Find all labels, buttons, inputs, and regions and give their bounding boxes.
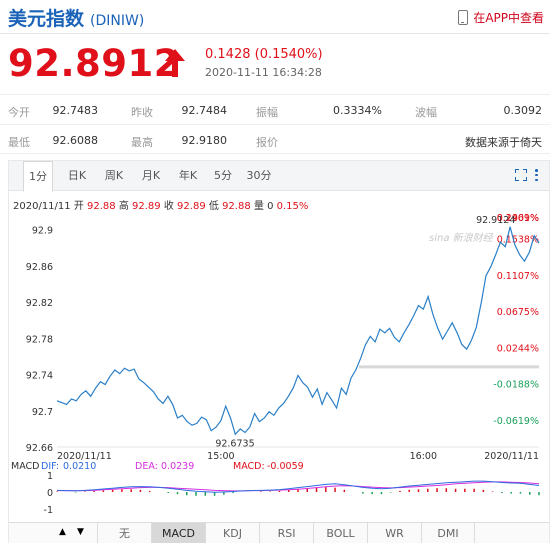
info-vol-label: 量 bbox=[253, 201, 264, 212]
pct-tick-label: 0.0244% bbox=[497, 343, 539, 354]
tab-5min[interactable]: 5分 bbox=[214, 169, 232, 182]
chart-panel: 1分 日K 周K 月K 年K 5分 30分 2020/11/11 开 92.88… bbox=[8, 160, 550, 543]
triangle-down-icon[interactable]: ▼ bbox=[77, 527, 84, 537]
bar-info-line: 2020/11/11 开 92.88 高 92.89 收 92.89 低 92.… bbox=[13, 197, 308, 212]
tab-monthly[interactable]: 月K bbox=[141, 169, 161, 182]
index-title: 美元指数 (DINIW) bbox=[8, 4, 144, 31]
prev-close-value: 92.7484 bbox=[181, 104, 228, 117]
indicator-bar: ▲ ▼ 无 MACD KDJ RSI BOLL WR DMI bbox=[9, 522, 549, 543]
price-change: 0.1428 (0.1540%) bbox=[205, 47, 323, 62]
dif-value: 0.0210 bbox=[63, 461, 96, 472]
open-in-app-link[interactable]: 在APP中查看 bbox=[458, 9, 544, 26]
y-tick-label: 92.9 bbox=[32, 226, 53, 237]
current-price: 92.8912 bbox=[8, 42, 181, 85]
x-tick-label: 15:00 bbox=[207, 451, 234, 462]
dea-label: DEA: bbox=[135, 461, 158, 472]
pct-tick-label: 0.1969% bbox=[497, 213, 539, 224]
period-tabs: 1分 日K 周K 月K 年K 5分 30分 bbox=[9, 161, 549, 192]
price-line bbox=[56, 226, 540, 436]
tab-daily[interactable]: 日K bbox=[67, 169, 87, 182]
up-arrow-icon bbox=[165, 49, 185, 77]
high-value: 92.9180 bbox=[181, 134, 228, 147]
y-tick-label: 92.86 bbox=[26, 262, 53, 273]
macd-label: MACD bbox=[11, 461, 39, 472]
pct-tick-label: 0.2401% bbox=[497, 213, 539, 224]
macd-value: -0.0059 bbox=[267, 461, 304, 472]
pct-tick-label: 0.1538% bbox=[497, 235, 539, 246]
open-label: 今开 bbox=[8, 106, 30, 119]
tab-1min[interactable]: 1分 bbox=[23, 161, 53, 192]
low-value: 92.6088 bbox=[52, 134, 99, 147]
pct-tick-label: -0.0619% bbox=[493, 416, 539, 427]
info-open-label: 开 bbox=[73, 201, 84, 212]
amplitude-label: 振幅 bbox=[256, 106, 278, 119]
info-open: 92.88 bbox=[87, 201, 116, 212]
info-low-label: 低 bbox=[208, 201, 219, 212]
pct-tick-label: -0.0188% bbox=[493, 380, 539, 391]
y-tick-label: 92.74 bbox=[26, 371, 53, 382]
info-high: 92.89 bbox=[132, 201, 161, 212]
indicator-tab-wr[interactable]: WR bbox=[367, 523, 421, 543]
stats-row: 今开 92.7483 昨收 92.7484 振幅 0.3334% 波幅 0.30… bbox=[0, 94, 550, 124]
dea-value: 0.0239 bbox=[161, 461, 194, 472]
watermark-text: sina 新浪财经 bbox=[429, 232, 494, 244]
info-date: 2020/11/11 bbox=[13, 201, 71, 212]
index-code: (DINIW) bbox=[90, 13, 145, 29]
pct-tick-label: 0.1107% bbox=[497, 271, 539, 282]
macd-y-tick: 1 bbox=[47, 471, 53, 482]
open-in-app-label: 在APP中查看 bbox=[473, 11, 544, 25]
pct-tick-label: 0.0675% bbox=[497, 307, 539, 318]
indicator-tab-dmi[interactable]: DMI bbox=[421, 523, 475, 543]
chart-tools bbox=[515, 169, 539, 181]
indicator-tab-kdj[interactable]: KDJ bbox=[205, 523, 259, 543]
macd-y-tick: 0 bbox=[47, 488, 53, 499]
dea-line bbox=[57, 481, 540, 492]
high-annotation: 92.9124 bbox=[476, 215, 515, 226]
quote-header: 美元指数 (DINIW) 在APP中查看 bbox=[0, 0, 550, 34]
dif-label: DIF: bbox=[41, 461, 59, 472]
prev-close-label: 昨收 bbox=[131, 106, 153, 119]
index-name: 美元指数 bbox=[8, 8, 85, 30]
tab-yearly[interactable]: 年K bbox=[178, 169, 198, 182]
tab-30min[interactable]: 30分 bbox=[246, 169, 272, 182]
data-source: 数据来源于倚天 bbox=[465, 136, 542, 149]
volatility-value: 0.3092 bbox=[503, 104, 543, 117]
x-tick-label: 2020/11/11 bbox=[484, 451, 539, 462]
macd-value-label: MACD: bbox=[233, 461, 265, 472]
indicator-tab-none[interactable]: 无 bbox=[97, 523, 151, 543]
x-tick-label: 2020/11/11 bbox=[57, 451, 112, 462]
low-label: 最低 bbox=[8, 136, 30, 149]
y-tick-label: 92.7 bbox=[32, 407, 53, 418]
y-tick-label: 92.66 bbox=[26, 443, 53, 454]
x-tick-label: 16:00 bbox=[410, 451, 437, 462]
more-icon[interactable] bbox=[535, 169, 539, 181]
info-close-label: 收 bbox=[163, 201, 174, 212]
quote-timestamp: 2020-11-11 16:34:28 bbox=[205, 66, 322, 79]
y-tick-label: 92.78 bbox=[26, 334, 53, 345]
triangle-up-icon[interactable]: ▲ bbox=[59, 527, 66, 537]
report-label: 报价 bbox=[256, 136, 278, 149]
dif-line bbox=[56, 480, 540, 493]
amplitude-value: 0.3334% bbox=[333, 104, 382, 117]
stats-row: 最低 92.6088 最高 92.9180 报价 数据来源于倚天 bbox=[0, 124, 550, 154]
open-value: 92.7483 bbox=[52, 104, 99, 117]
indicator-tab-boll[interactable]: BOLL bbox=[313, 523, 367, 543]
indicator-tab-macd[interactable]: MACD bbox=[151, 523, 205, 543]
intraday-chart[interactable]: sina 新浪财经 92.9 92.86 92.82 92.78 92.74 92.7 92.… bbox=[9, 211, 549, 541]
volatility-label: 波幅 bbox=[415, 106, 437, 119]
y-tick-label: 92.82 bbox=[26, 298, 53, 309]
indicator-tab-rsi[interactable]: RSI bbox=[259, 523, 313, 543]
info-high-label: 高 bbox=[118, 201, 129, 212]
phone-icon bbox=[458, 10, 469, 25]
low-annotation: 92.6735 bbox=[215, 438, 254, 449]
stats-table: 今开 92.7483 昨收 92.7484 振幅 0.3334% 波幅 0.30… bbox=[0, 94, 550, 154]
high-label: 最高 bbox=[131, 136, 153, 149]
info-close: 92.89 bbox=[177, 201, 206, 212]
info-low: 92.88 bbox=[222, 201, 251, 212]
info-pct: 0.15% bbox=[276, 201, 309, 212]
info-vol: 0 bbox=[267, 201, 274, 212]
macd-y-tick: -1 bbox=[44, 505, 53, 516]
expand-icon[interactable] bbox=[515, 169, 527, 181]
tab-weekly[interactable]: 周K bbox=[104, 169, 124, 182]
